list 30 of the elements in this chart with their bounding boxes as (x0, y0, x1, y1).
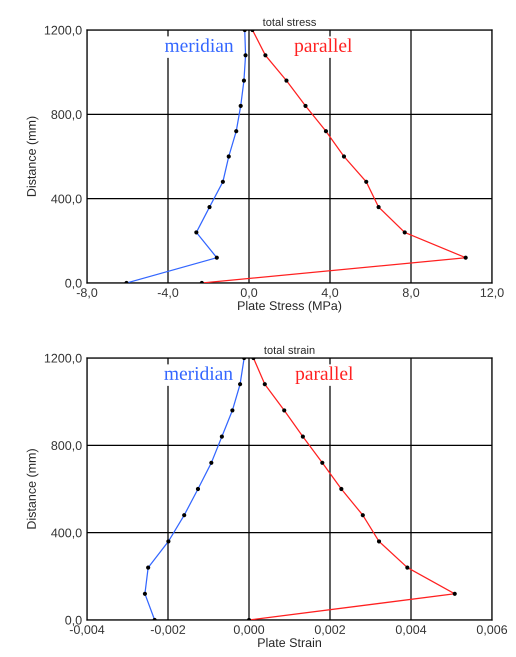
x-tick-label: 0,006 (476, 625, 508, 636)
y-tick-label: 1200,0 (44, 26, 82, 36)
y-tick-label: 800,0 (51, 441, 82, 452)
x-tick-label: 0,0 (240, 288, 258, 299)
chart-title: total stress (262, 18, 316, 26)
y-tick-label: 800,0 (51, 110, 82, 120)
x-tick-label: 4,0 (322, 288, 338, 299)
x-tick-label: -0,004 (70, 625, 104, 636)
x-axis-title: Plate Strain (258, 638, 321, 648)
x-tick-label: -0,002 (150, 625, 186, 636)
y-tick-label: 0,0 (65, 278, 82, 290)
x-tick-label: 12,0 (480, 288, 504, 299)
series-label: parallel (294, 38, 352, 56)
series-label: meridian (164, 38, 234, 52)
x-tick-label: 0,004 (396, 625, 426, 636)
series-label: meridian (164, 366, 233, 380)
y-axis-title: Distance (mm) (26, 116, 38, 196)
series-label: parallel (295, 366, 354, 384)
x-axis-title: Plate Stress (MPa) (238, 300, 342, 313)
x-tick-label: 0,000 (234, 625, 264, 636)
y-tick-label: 0,0 (65, 616, 82, 626)
y-axis-title: Distance (mm) (26, 449, 38, 529)
chart-title: total strain (264, 346, 314, 354)
x-tick-label: -8,0 (76, 288, 98, 299)
y-tick-label: 1200,0 (44, 354, 82, 364)
y-tick-label: 400,0 (51, 194, 82, 205)
x-tick-label: -4,0 (158, 288, 178, 299)
y-tick-label: 400,0 (51, 528, 82, 539)
x-tick-label: 8,0 (402, 288, 420, 299)
x-tick-label: 0,002 (314, 625, 346, 636)
